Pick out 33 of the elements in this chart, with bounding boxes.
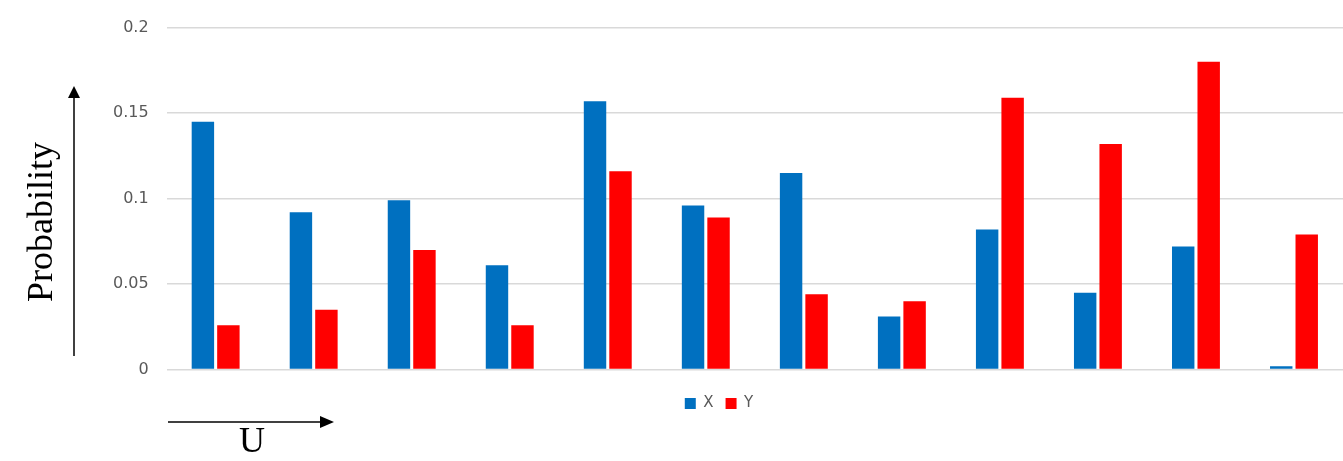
x-axis-title: U	[239, 419, 265, 461]
bar	[681, 205, 705, 369]
y-tick-label: 0.05	[113, 273, 149, 293]
bar	[779, 172, 803, 369]
legend-label: X	[703, 393, 714, 412]
bar	[1099, 143, 1122, 369]
bar	[975, 229, 999, 369]
bar	[707, 217, 730, 369]
legend-label: Y	[743, 393, 755, 412]
y-tick-label: 0.15	[113, 102, 149, 122]
bar	[583, 101, 607, 369]
bar	[315, 309, 338, 369]
bar	[413, 249, 436, 369]
bar	[1197, 61, 1220, 369]
y-axis-title: Probability	[19, 142, 61, 302]
bar	[217, 325, 240, 369]
bar	[609, 171, 632, 369]
bar	[1001, 97, 1024, 369]
y-tick-label: 0.1	[123, 187, 149, 207]
bar	[1295, 234, 1318, 369]
bar	[805, 294, 828, 369]
bar	[485, 265, 509, 369]
bar	[903, 301, 926, 369]
bar	[511, 325, 534, 369]
bar	[191, 121, 215, 369]
bar	[387, 200, 411, 369]
bar	[1171, 246, 1195, 369]
bar	[1073, 292, 1097, 369]
bar	[1270, 366, 1293, 369]
bar	[289, 212, 313, 369]
y-tick-label: 0	[138, 358, 149, 378]
bar	[877, 316, 901, 369]
y-tick-label: 0.2	[123, 16, 149, 36]
